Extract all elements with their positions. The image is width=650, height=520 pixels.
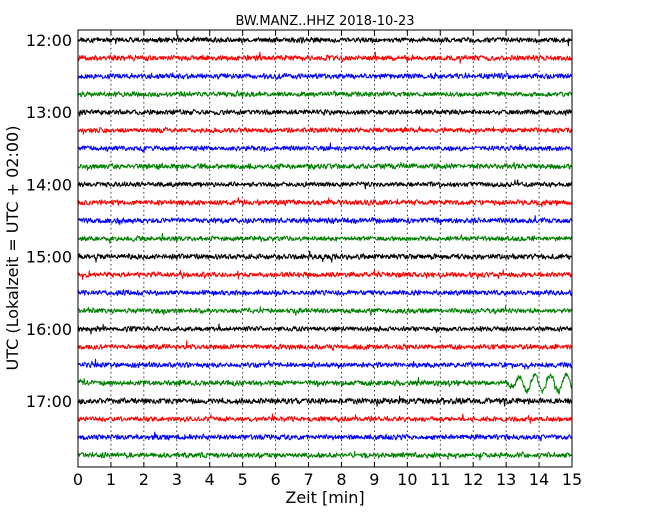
x-tick-label: 6 <box>271 470 281 489</box>
trace-1730 <box>77 431 573 442</box>
trace-1345 <box>77 161 573 172</box>
x-tick-label: 5 <box>238 470 248 489</box>
y-tick-label: 15:00 <box>26 248 72 267</box>
trace-1700 <box>77 395 573 407</box>
x-tick-label: 15 <box>562 470 582 489</box>
trace-1615 <box>77 340 573 352</box>
chart-title: BW.MANZ..HHZ 2018-10-23 <box>235 14 414 29</box>
x-tick-label: 14 <box>529 470 549 489</box>
y-tick-label: 13:00 <box>26 103 72 122</box>
trace-1500 <box>77 250 573 263</box>
plot-frame <box>77 29 573 468</box>
trace-1530 <box>77 289 573 297</box>
trace-1645 <box>77 372 573 395</box>
trace-1230 <box>77 72 573 80</box>
trace-1430 <box>77 215 573 226</box>
seismogram-traces <box>77 34 573 461</box>
trace-1315 <box>77 125 573 135</box>
trace-1300 <box>77 108 573 117</box>
trace-1445 <box>77 232 573 244</box>
trace-1515 <box>77 269 573 280</box>
y-axis-label: UTC (Lokalzeit = UTC + 02:00) <box>3 126 22 371</box>
x-tick-label: 10 <box>397 470 417 489</box>
x-axis: 0 1 2 3 4 5 6 7 8 9 10 11 12 13 14 15 <box>73 30 582 489</box>
x-tick-label: 13 <box>496 470 516 489</box>
y-tick-label: 16:00 <box>26 320 72 339</box>
x-tick-label: 11 <box>430 470 450 489</box>
trace-1200 <box>77 34 573 47</box>
trace-1745 <box>77 450 573 461</box>
x-tick-label: 0 <box>73 470 83 489</box>
x-tick-label: 1 <box>106 470 116 489</box>
trace-1715 <box>77 413 573 424</box>
x-tick-label: 4 <box>205 470 215 489</box>
x-axis-label: Zeit [min] <box>285 488 364 507</box>
trace-1215 <box>77 51 573 64</box>
y-tick-label: 17:00 <box>26 392 72 411</box>
x-tick-label: 7 <box>303 470 313 489</box>
y-axis: 12:00 13:00 14:00 15:00 16:00 17:00 <box>26 31 572 411</box>
x-tick-label: 12 <box>463 470 483 489</box>
x-tick-label: 2 <box>139 470 149 489</box>
trace-1630 <box>77 358 573 370</box>
x-tick-label: 8 <box>336 470 346 489</box>
trace-1600 <box>77 323 573 335</box>
trace-1330 <box>77 142 573 154</box>
trace-1415 <box>77 197 573 208</box>
trace-1545 <box>77 305 573 316</box>
grid-lines <box>110 30 540 467</box>
x-tick-label: 9 <box>369 470 379 489</box>
trace-1245 <box>77 90 573 98</box>
y-tick-label: 14:00 <box>26 175 72 194</box>
trace-1400 <box>77 179 573 190</box>
x-tick-label: 3 <box>172 470 182 489</box>
y-tick-label: 12:00 <box>26 31 72 50</box>
